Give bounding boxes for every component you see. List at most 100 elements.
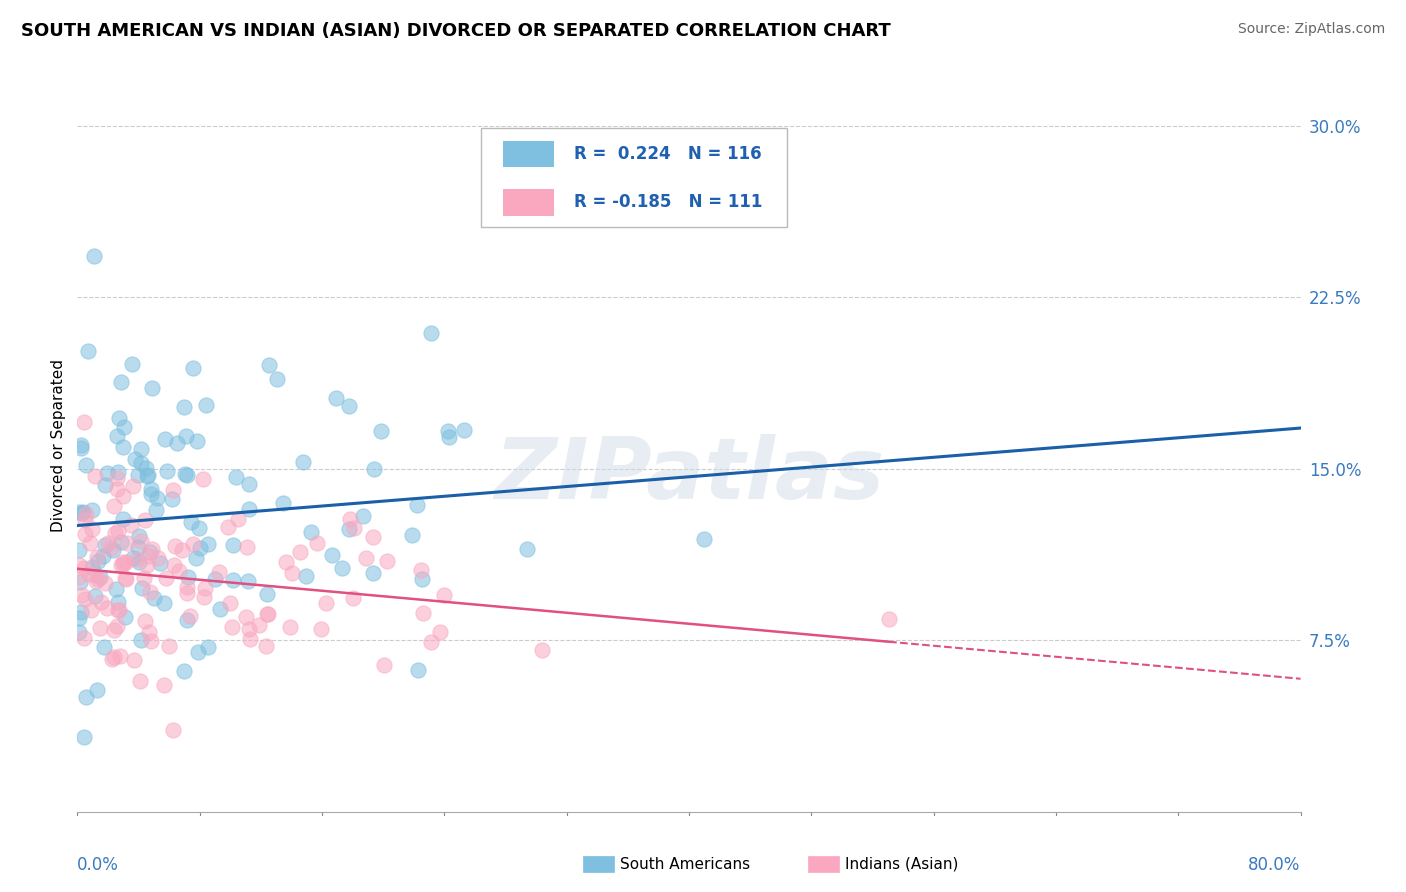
Point xyxy=(136,549,159,563)
Point xyxy=(218,596,240,610)
Point xyxy=(104,582,127,597)
Point xyxy=(342,591,364,605)
Point xyxy=(411,572,433,586)
Point xyxy=(67,624,90,639)
Point xyxy=(186,434,208,449)
Point xyxy=(141,381,163,395)
Point xyxy=(307,536,329,550)
Point xyxy=(83,249,105,263)
Point xyxy=(124,451,146,466)
Point xyxy=(75,458,97,472)
Point xyxy=(103,624,125,638)
Point xyxy=(94,538,117,552)
Point xyxy=(77,566,100,581)
Point xyxy=(96,466,118,480)
Point xyxy=(70,605,93,619)
Point xyxy=(370,424,392,438)
Point xyxy=(160,492,183,507)
Point xyxy=(208,565,231,579)
Point xyxy=(94,576,117,591)
Point xyxy=(141,542,163,557)
Point xyxy=(83,589,105,603)
Point xyxy=(209,602,232,616)
Point xyxy=(332,561,354,575)
Point xyxy=(72,505,94,519)
Point xyxy=(156,464,179,478)
Point xyxy=(122,551,145,566)
Point xyxy=(309,622,332,636)
Point xyxy=(433,588,456,602)
Point xyxy=(191,472,214,486)
Point xyxy=(401,528,423,542)
Point xyxy=(239,632,262,646)
Point xyxy=(91,549,114,563)
Point xyxy=(84,574,107,589)
Point xyxy=(67,570,90,584)
Point xyxy=(139,585,162,599)
Point xyxy=(406,663,429,677)
Point xyxy=(97,536,120,550)
Point xyxy=(76,344,98,359)
Point xyxy=(375,554,398,568)
Point xyxy=(238,477,260,491)
Point xyxy=(162,723,184,737)
Point xyxy=(343,521,366,535)
Point xyxy=(187,521,209,535)
Point xyxy=(217,520,239,534)
Point xyxy=(67,505,90,519)
Point xyxy=(107,595,129,609)
Text: 0.0%: 0.0% xyxy=(77,855,120,873)
Point xyxy=(163,558,186,572)
FancyBboxPatch shape xyxy=(481,128,787,227)
Point xyxy=(115,535,138,549)
Text: R = -0.185   N = 111: R = -0.185 N = 111 xyxy=(574,194,762,211)
Point xyxy=(136,558,159,572)
Point xyxy=(112,440,135,454)
Point xyxy=(693,532,716,546)
Point xyxy=(257,358,280,372)
Point xyxy=(254,640,277,654)
Point xyxy=(149,556,172,570)
Point xyxy=(176,586,198,600)
Point xyxy=(363,462,385,476)
Point xyxy=(176,580,198,594)
Point xyxy=(108,648,131,663)
Point xyxy=(453,423,475,437)
Point xyxy=(361,530,384,544)
Point xyxy=(235,541,257,555)
Point xyxy=(167,564,190,578)
Point xyxy=(299,524,322,539)
Point xyxy=(174,467,197,482)
Point xyxy=(135,468,157,483)
Point xyxy=(173,401,195,415)
Point xyxy=(291,455,314,469)
Point xyxy=(90,595,112,609)
Point xyxy=(256,607,278,621)
Point xyxy=(163,539,186,553)
Point xyxy=(105,471,128,485)
Point xyxy=(180,515,202,529)
Point xyxy=(176,467,198,482)
Point xyxy=(108,603,131,617)
Point xyxy=(138,624,160,639)
Point xyxy=(112,555,135,569)
Point xyxy=(256,587,278,601)
Point xyxy=(204,572,226,586)
Point xyxy=(80,522,103,536)
Point xyxy=(139,487,162,501)
Text: Source: ZipAtlas.com: Source: ZipAtlas.com xyxy=(1237,22,1385,37)
Point xyxy=(112,420,135,434)
Point xyxy=(187,645,209,659)
Point xyxy=(128,555,150,569)
Point xyxy=(145,503,167,517)
Point xyxy=(108,411,131,425)
Point xyxy=(339,511,361,525)
Point xyxy=(274,556,297,570)
Point xyxy=(83,567,105,582)
Point xyxy=(73,730,96,744)
Point xyxy=(134,571,156,585)
FancyBboxPatch shape xyxy=(583,856,614,872)
Point xyxy=(86,683,108,698)
Point xyxy=(186,551,208,566)
Point xyxy=(197,640,219,654)
